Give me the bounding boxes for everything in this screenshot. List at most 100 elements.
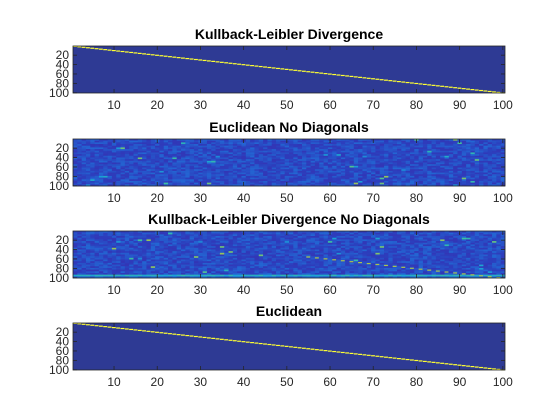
heatmap-cell [362,145,368,148]
heatmap-cell [453,149,458,152]
heatmap-cell [422,142,428,145]
heatmap-cell [241,244,247,247]
heatmap-cell [379,147,385,150]
heatmap-cell [319,247,324,250]
heatmap-cell [124,249,130,252]
heatmap-cell [422,149,428,152]
heatmap-cell [228,167,234,170]
heatmap-cell [224,257,229,260]
heatmap-cell [276,257,281,260]
heatmap-cell [314,175,320,178]
heatmap-cell [98,242,104,245]
heatmap-cell [85,236,91,239]
heatmap-cell [371,172,376,175]
heatmap-cell [474,147,480,150]
heatmap-cell [435,172,441,175]
heatmap-cell [142,236,147,239]
heatmap-cell [353,76,358,78]
heatmap-cell [150,257,156,260]
heatmap-cell [405,174,411,177]
heatmap-cell [215,159,221,162]
heatmap-cell [271,246,277,249]
heatmap-cell [124,236,130,239]
heatmap-cell [392,147,398,150]
heatmap-cell [440,169,445,172]
heatmap-cell [293,247,298,250]
heatmap-cell [496,155,501,158]
heatmap-cell [172,254,177,257]
heatmap-cell [150,154,156,157]
heatmap-cell [392,174,398,177]
heatmap-cell [142,246,147,249]
heatmap-cell [137,174,143,177]
heatmap-cell [155,237,160,240]
heatmap-cell [133,249,139,252]
heatmap-cell [301,164,307,167]
heatmap-cell [409,175,415,178]
heatmap-cell [366,251,372,254]
heatmap-cell [366,172,372,175]
heatmap-cell [224,159,229,162]
heatmap-cell [159,257,165,260]
heatmap-cell [81,182,87,185]
heatmap-cell [474,170,480,173]
heatmap-cell [211,60,216,62]
heatmap-cell [332,170,337,173]
heatmap-cell [474,182,480,185]
heatmap-cell [479,172,484,175]
heatmap-cell [289,180,294,183]
heatmap-cell [314,145,320,148]
heatmap-cell [90,237,95,240]
heatmap-cell [306,239,311,242]
heatmap-cell [163,234,169,237]
heatmap-cell [418,179,424,182]
heatmap-cell [479,244,484,247]
heatmap-cell [388,172,393,175]
heatmap-cell [124,165,130,168]
heatmap-cell [142,174,147,177]
heatmap-cell [133,239,139,242]
heatmap-cell [107,152,113,155]
heatmap-cell [487,172,493,175]
heatmap-cell [431,155,437,158]
heatmap-cell [371,149,376,152]
heatmap-cell [224,180,229,183]
heatmap-cell [371,157,376,160]
heatmap-cell [163,150,169,153]
heatmap-cell [470,236,476,239]
heatmap-cell [397,257,402,260]
heatmap-cell [111,154,117,157]
heatmap-cell [427,162,432,165]
heatmap-cell [492,234,497,237]
heatmap-cell [340,261,346,264]
heatmap-cell [129,254,134,257]
heatmap-cell [461,234,467,237]
heatmap-cell [289,182,294,185]
heatmap-cell [358,147,363,150]
heatmap-cell [474,241,480,244]
heatmap-cell [228,164,234,167]
heatmap-cell [237,175,242,178]
heatmap-cell [479,239,484,242]
heatmap-cell [349,251,355,254]
heatmap-cell [219,259,225,262]
heatmap-cell [444,252,450,255]
heatmap-cell [111,145,117,148]
heatmap-cell [263,144,268,147]
heatmap-cell [189,254,195,257]
heatmap-cell [289,165,294,168]
heatmap-cell [358,257,363,260]
heatmap-cell [206,159,212,162]
heatmap-cell [211,140,216,143]
heatmap-cell [124,175,130,178]
heatmap-cell [111,242,117,245]
heatmap-cell [457,247,463,250]
heatmap-cell [116,155,121,158]
heatmap-cell [124,155,130,158]
heatmap-cell [155,157,160,160]
heatmap-cell [466,177,471,180]
heatmap-cell [124,152,130,155]
heatmap-cell [483,139,489,141]
heatmap-cell [133,180,139,183]
heatmap-cell [323,234,329,237]
